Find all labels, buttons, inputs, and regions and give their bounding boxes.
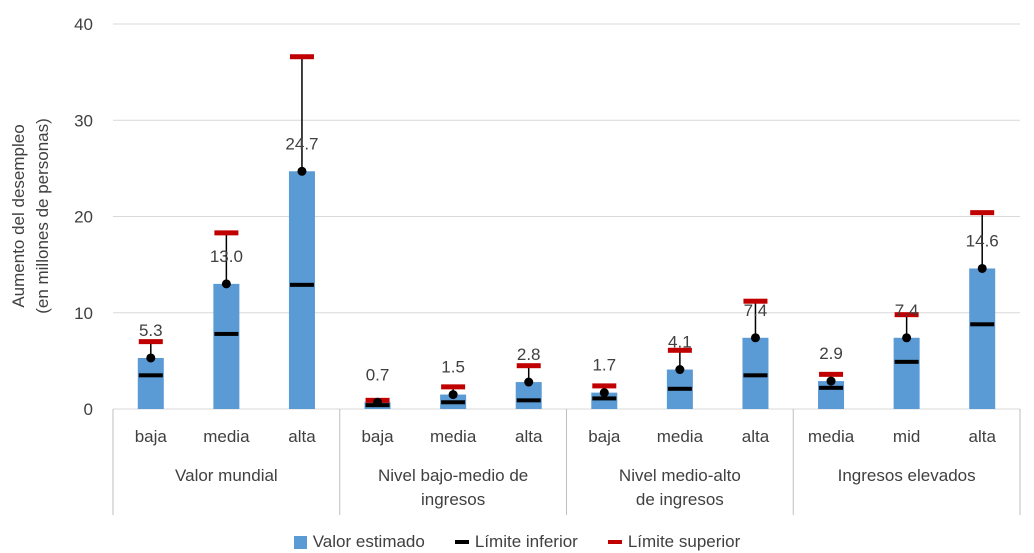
- lower-bound-marker: [214, 331, 239, 336]
- upper-bound-marker: [214, 230, 239, 236]
- category-label: baja: [135, 427, 168, 446]
- bar: [893, 337, 920, 409]
- category-label: media: [430, 427, 477, 446]
- data-label: 13.0: [210, 247, 243, 266]
- upper-bound-marker: [819, 371, 844, 377]
- data-label: 5.3: [139, 321, 163, 340]
- legend: Valor estimado Límite inferior Límite su…: [0, 532, 1034, 552]
- estimate-point: [221, 279, 231, 289]
- category-label: mid: [893, 427, 920, 446]
- category-label: media: [203, 427, 250, 446]
- legend-label-estimate: Valor estimado: [312, 532, 425, 551]
- category-label: alta: [515, 427, 543, 446]
- group-label: de ingresos: [636, 490, 724, 509]
- lower-bound-marker: [743, 373, 768, 378]
- estimate-point: [146, 353, 156, 363]
- y-tick-label: 40: [74, 15, 93, 34]
- upper-bound-marker: [894, 312, 919, 318]
- upper-bound-marker: [667, 347, 692, 353]
- category-label: media: [657, 427, 704, 446]
- legend-swatch-lower: [454, 540, 469, 544]
- lower-bound-marker: [970, 322, 995, 327]
- category-label: alta: [968, 427, 996, 446]
- upper-bound-marker: [289, 54, 314, 60]
- lower-bound-marker: [138, 373, 163, 378]
- y-tick-label: 30: [74, 111, 93, 130]
- bar: [969, 268, 996, 409]
- lower-bound-marker: [894, 359, 919, 364]
- upper-bound-marker: [592, 383, 617, 389]
- estimate-point: [826, 376, 836, 386]
- legend-swatch-upper: [607, 540, 622, 544]
- upper-bound-marker: [516, 363, 541, 369]
- y-axis-title: (en millones de personas): [33, 118, 52, 314]
- y-tick-label: 0: [84, 400, 93, 419]
- y-tick-label: 10: [74, 304, 93, 323]
- lower-bound-marker: [667, 386, 692, 391]
- group-label: Nivel bajo-medio de: [378, 466, 528, 485]
- data-label: 7.4: [744, 301, 768, 320]
- data-label: 14.6: [966, 231, 999, 250]
- category-label: baja: [588, 427, 621, 446]
- estimate-point: [902, 333, 912, 343]
- bar: [137, 357, 164, 409]
- bar: [213, 283, 240, 409]
- y-axis-title: Aumento del desempleo: [9, 124, 28, 307]
- lower-bound-marker: [592, 396, 617, 401]
- group-label: ingresos: [421, 490, 485, 509]
- category-label: alta: [288, 427, 316, 446]
- bar: [288, 171, 315, 409]
- lower-bound-marker: [516, 398, 541, 403]
- data-label: 1.7: [592, 356, 616, 375]
- legend-swatch-estimate: [293, 535, 307, 549]
- chart: 0 10 20 30 40 Aumento del desempleo (en millon…: [9, 15, 1021, 515]
- category-label: alta: [742, 427, 770, 446]
- estimate-point: [297, 166, 307, 176]
- legend-item-estimate: Valor estimado: [293, 532, 425, 552]
- estimate-point: [977, 263, 987, 273]
- lower-bound-marker: [819, 385, 844, 390]
- data-label: 0.7: [366, 365, 390, 384]
- lower-bound-marker: [441, 400, 466, 405]
- bar: [818, 381, 845, 409]
- legend-label-upper: Límite superior: [627, 532, 741, 551]
- estimate-point: [373, 397, 383, 407]
- group-label: Ingresos elevados: [838, 466, 976, 485]
- estimate-point: [750, 333, 760, 343]
- upper-bound-marker: [743, 298, 768, 304]
- y-tick-label: 20: [74, 208, 93, 227]
- group-label: Nivel medio-alto: [619, 466, 741, 485]
- legend-item-upper: Límite superior: [607, 532, 741, 552]
- category-label: media: [808, 427, 855, 446]
- legend-item-lower: Límite inferior: [454, 532, 578, 552]
- data-label: 7.4: [895, 301, 919, 320]
- data-label: 24.7: [285, 134, 318, 153]
- lower-bound-marker: [289, 282, 314, 287]
- upper-bound-marker: [970, 210, 995, 216]
- upper-bound-marker: [138, 339, 163, 345]
- legend-label-lower: Límite inferior: [474, 532, 578, 551]
- estimate-point: [675, 365, 685, 375]
- data-label: 4.1: [668, 333, 692, 352]
- estimate-point: [599, 388, 609, 398]
- data-label: 2.9: [819, 344, 843, 363]
- group-label: Valor mundial: [175, 466, 278, 485]
- data-label: 1.5: [441, 358, 465, 377]
- upper-bound-marker: [441, 384, 466, 390]
- estimate-point: [448, 390, 458, 400]
- category-label: baja: [361, 427, 394, 446]
- data-label: 2.8: [517, 345, 541, 364]
- estimate-point: [524, 377, 534, 387]
